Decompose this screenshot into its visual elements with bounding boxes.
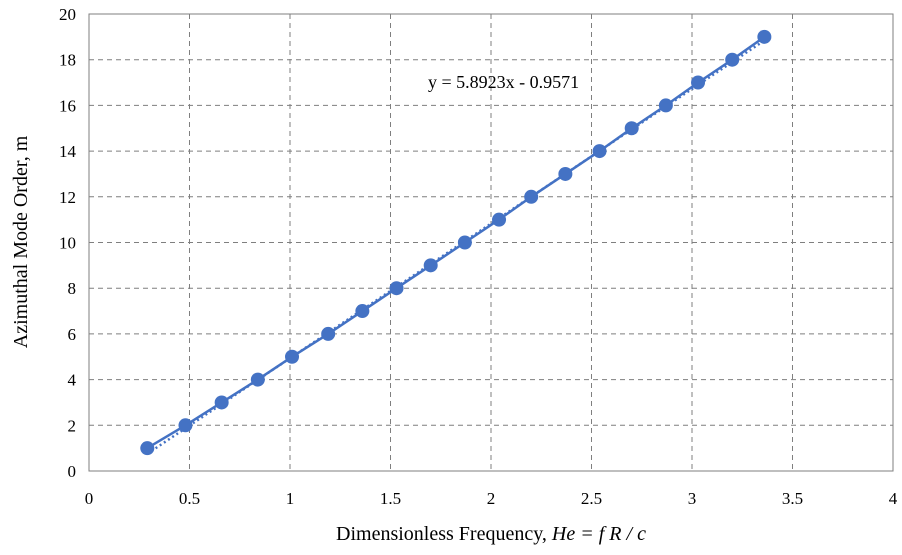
x-axis-title-prefix: Dimensionless Frequency, bbox=[336, 523, 552, 545]
data-point bbox=[285, 349, 300, 364]
data-point bbox=[624, 121, 639, 136]
y-tick-label: 20 bbox=[59, 5, 76, 24]
data-point bbox=[691, 75, 706, 90]
data-point bbox=[592, 144, 607, 159]
data-point bbox=[178, 418, 193, 433]
x-tick-label: 1.5 bbox=[380, 489, 401, 508]
x-axis-title: Dimensionless Frequency, He = f R / c bbox=[336, 523, 646, 545]
y-axis-title: Azimuthal Mode Order, m bbox=[10, 135, 32, 348]
x-tick-label: 1 bbox=[286, 489, 295, 508]
x-tick-label: 0.5 bbox=[179, 489, 200, 508]
series-line bbox=[146, 35, 766, 450]
data-point bbox=[524, 189, 539, 204]
x-axis-title-italic: He bbox=[551, 523, 575, 545]
data-point bbox=[214, 395, 229, 410]
data-point bbox=[492, 212, 507, 227]
data-point bbox=[355, 304, 370, 319]
x-tick-label: 2.5 bbox=[581, 489, 602, 508]
data-point bbox=[658, 98, 673, 113]
data-point bbox=[321, 326, 336, 341]
trendline-equation: y = 5.8923x - 0.9571 bbox=[428, 72, 579, 92]
x-tick-label: 2 bbox=[487, 489, 496, 508]
grid-lines bbox=[89, 14, 893, 471]
y-tick-label: 16 bbox=[59, 96, 76, 115]
data-point bbox=[140, 441, 155, 456]
y-tick-label: 18 bbox=[59, 51, 76, 70]
y-tick-label: 12 bbox=[59, 188, 76, 207]
x-tick-label: 3 bbox=[688, 489, 697, 508]
data-point bbox=[558, 166, 573, 181]
data-point bbox=[389, 281, 404, 296]
x-tick-label: 3.5 bbox=[782, 489, 803, 508]
y-tick-label: 0 bbox=[68, 462, 77, 481]
trendline bbox=[146, 39, 766, 455]
x-axis-title-suffix: = f R / c bbox=[575, 523, 646, 545]
y-tick-labels: 0 2 4 6 8 10 12 14 16 18 20 bbox=[59, 5, 77, 481]
data-point bbox=[457, 235, 472, 250]
data-point bbox=[757, 29, 772, 44]
x-tick-label: 0 bbox=[85, 489, 94, 508]
data-point bbox=[725, 52, 740, 67]
data-point bbox=[423, 258, 438, 273]
y-tick-label: 8 bbox=[68, 279, 77, 298]
y-tick-label: 2 bbox=[68, 416, 77, 435]
data-point bbox=[250, 372, 265, 387]
y-tick-label: 4 bbox=[68, 371, 77, 390]
series-layer bbox=[140, 29, 772, 456]
y-tick-label: 14 bbox=[59, 142, 77, 161]
y-tick-label: 10 bbox=[59, 234, 76, 253]
x-tick-label: 4 bbox=[889, 489, 898, 508]
plot-area-frame bbox=[88, 13, 894, 472]
x-tick-labels: 0 0.5 1 1.5 2 2.5 3 3.5 4 bbox=[85, 489, 898, 508]
y-tick-label: 6 bbox=[68, 325, 77, 344]
